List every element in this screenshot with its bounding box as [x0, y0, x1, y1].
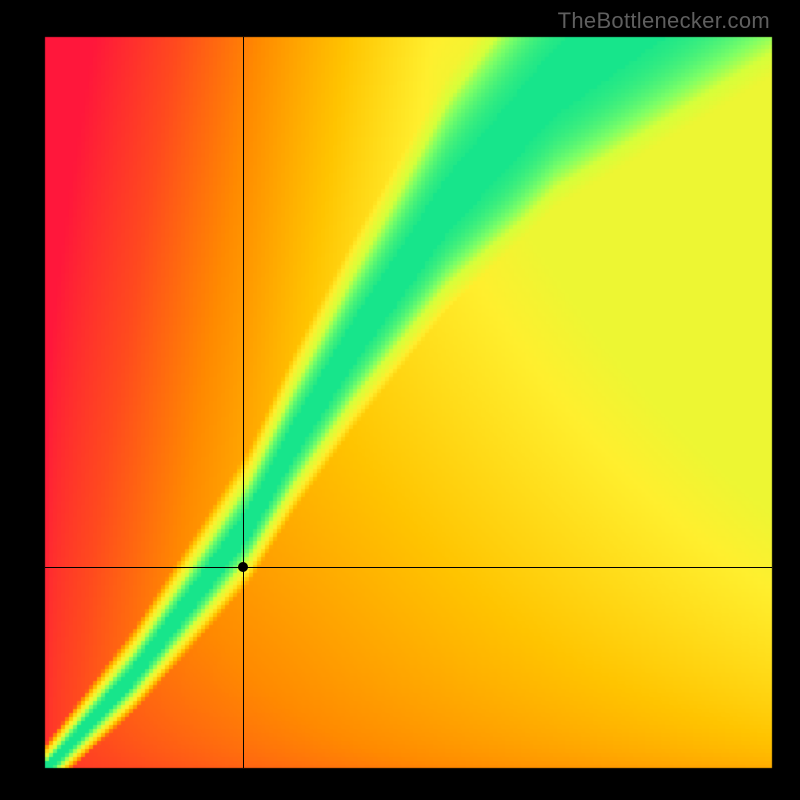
bottleneck-heatmap: TheBottlenecker.com [0, 0, 800, 800]
crosshair-marker [238, 562, 248, 572]
crosshair-horizontal [45, 567, 772, 568]
heatmap-canvas [0, 0, 800, 800]
watermark-label: TheBottlenecker.com [558, 8, 770, 34]
crosshair-vertical [243, 37, 244, 768]
